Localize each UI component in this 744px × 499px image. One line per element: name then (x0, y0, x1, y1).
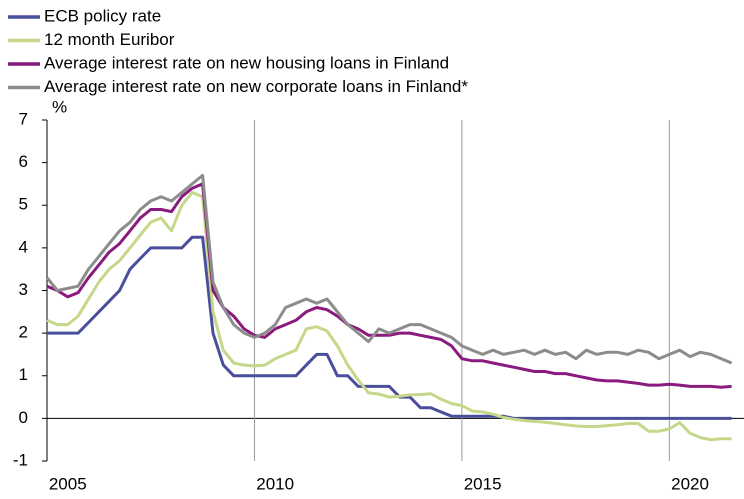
y-tick-label: 4 (19, 237, 28, 256)
x-tick-label: 2005 (49, 474, 87, 493)
y-axis-label: % (52, 97, 67, 116)
y-tick-label: 2 (19, 323, 28, 342)
y-tick-label: 6 (19, 152, 28, 171)
series-line (45, 173, 733, 365)
legend-label: Average interest rate on new corporate l… (44, 77, 468, 96)
series-line (46, 191, 732, 442)
legend-label: 12 month Euribor (44, 30, 175, 49)
y-tick-label: 1 (19, 365, 28, 384)
y-tick-label: 5 (19, 195, 28, 214)
series-line (47, 235, 732, 420)
series-line (46, 182, 732, 389)
y-tick-label: 7 (19, 109, 28, 128)
legend-label: ECB policy rate (44, 6, 161, 25)
y-tick-label: -1 (13, 450, 28, 469)
x-tick-label: 2010 (256, 474, 294, 493)
x-tick-label: 2015 (464, 474, 502, 493)
x-tick-label: 2020 (671, 474, 709, 493)
y-tick-label: 0 (19, 408, 28, 427)
legend-label: Average interest rate on new housing loa… (44, 53, 449, 72)
y-tick-label: 3 (19, 280, 28, 299)
